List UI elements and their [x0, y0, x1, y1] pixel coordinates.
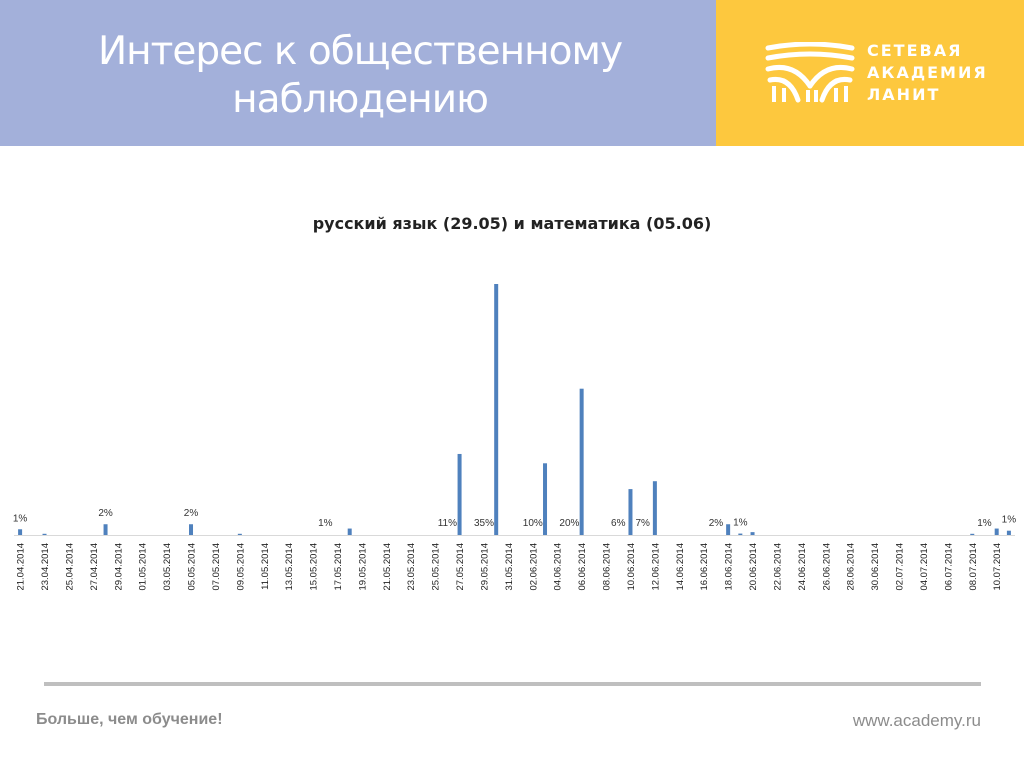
- x-tick-label-06.06.2014: 06.06.2014: [577, 543, 588, 591]
- x-tick-label-06.07.2014: 06.07.2014: [943, 543, 954, 591]
- x-tick-label-17.05.2014: 17.05.2014: [333, 543, 344, 591]
- x-tick-label-05.05.2014: 05.05.2014: [187, 543, 198, 591]
- logo-line-2: АКАДЕМИЯ: [867, 63, 988, 82]
- x-tick-label-21.04.2014: 21.04.2014: [16, 543, 27, 591]
- logo-line-1: СЕТЕВАЯ: [867, 41, 963, 60]
- x-tick-label-07.05.2014: 07.05.2014: [211, 543, 222, 591]
- bar-30.05.2014: [494, 284, 499, 535]
- x-tick-label-01.05.2014: 01.05.2014: [138, 543, 149, 591]
- slide-title-line-2: наблюдению: [232, 77, 489, 122]
- slide-header: Интерес к общественному наблюдению СЕТЕВ…: [0, 0, 1024, 146]
- footer-website-link[interactable]: www.academy.ru: [852, 711, 981, 730]
- x-tick-label-28.06.2014: 28.06.2014: [846, 543, 857, 591]
- x-tick-label-31.05.2014: 31.05.2014: [504, 543, 515, 591]
- x-tick-label-27.05.2014: 27.05.2014: [455, 543, 466, 591]
- x-tick-label-13.05.2014: 13.05.2014: [284, 543, 295, 591]
- x-tick-label-08.06.2014: 08.06.2014: [602, 543, 613, 591]
- x-tick-label-30.06.2014: 30.06.2014: [870, 543, 881, 591]
- footer-slogan: Больше, чем обучение!: [36, 711, 223, 728]
- data-label-11.07.2014: 1%: [1002, 515, 1017, 526]
- bar-10.07.2014: [994, 528, 999, 535]
- x-tick-label-14.06.2014: 14.06.2014: [675, 543, 686, 591]
- bar-09.05.2014: [237, 533, 242, 535]
- x-tick-label-25.04.2014: 25.04.2014: [64, 543, 75, 591]
- x-tick-label-10.07.2014: 10.07.2014: [992, 543, 1003, 591]
- x-tick-label-09.05.2014: 09.05.2014: [235, 543, 246, 591]
- data-label-17.06.2014: 2%: [709, 518, 724, 529]
- x-tick-label-11.05.2014: 11.05.2014: [260, 543, 271, 590]
- bar-11.07.2014: [1006, 530, 1011, 535]
- x-tick-label-25.05.2014: 25.05.2014: [431, 543, 442, 591]
- x-tick-label-10.06.2014: 10.06.2014: [626, 543, 637, 591]
- x-tick-label-21.05.2014: 21.05.2014: [382, 543, 393, 591]
- bar-05.05.2014: [189, 524, 194, 535]
- bar-08.07.2014: [970, 533, 975, 535]
- footer-divider: [44, 682, 981, 686]
- x-tick-label-15.05.2014: 15.05.2014: [309, 543, 320, 591]
- data-label-05.05.2014: 2%: [184, 508, 199, 519]
- data-label-05.06.2014: 20%: [559, 518, 579, 529]
- data-label-26.05.2014: 11%: [438, 518, 457, 529]
- x-tick-label-03.05.2014: 03.05.2014: [162, 543, 173, 591]
- data-label-02.06.2014: 10%: [523, 518, 543, 529]
- x-tick-label-29.04.2014: 29.04.2014: [113, 543, 124, 591]
- x-tick-label-27.04.2014: 27.04.2014: [89, 543, 100, 591]
- x-tick-label-02.07.2014: 02.07.2014: [895, 543, 906, 591]
- x-tick-label-29.05.2014: 29.05.2014: [479, 543, 490, 591]
- title-banner: Интерес к общественному наблюдению: [0, 0, 716, 146]
- logo-wordmark: СЕТЕВАЯ АКАДЕМИЯ ЛАНИТ: [867, 40, 988, 106]
- data-label-28.04.2014: 2%: [98, 508, 113, 519]
- x-tick-label-24.06.2014: 24.06.2014: [797, 543, 808, 591]
- bar-18.05.2014: [347, 528, 352, 535]
- data-label-21.04.2014: 1%: [13, 513, 28, 524]
- x-tick-label-16.06.2014: 16.06.2014: [699, 543, 710, 591]
- bar-03.06.2014: [543, 463, 548, 535]
- data-label-11.06.2014: 7%: [635, 518, 650, 529]
- bar-chart: 1% 2% 2% 1% 11% 35% 10% 20% 6% 7% 2% 1% 1% 1% 21.04.20…: [13, 284, 1017, 591]
- data-label-09.07.2014: 1%: [977, 518, 992, 529]
- bar-23.04.2014: [42, 533, 47, 535]
- x-tick-label-23.05.2014: 23.05.2014: [406, 543, 417, 591]
- x-tick-label-19.05.2014: 19.05.2014: [357, 543, 368, 591]
- chart-title: русский язык (29.05) и математика (05.06…: [312, 214, 712, 233]
- x-tick-label-26.06.2014: 26.06.2014: [821, 543, 832, 591]
- bar-28.04.2014: [103, 524, 108, 535]
- bar-18.06.2014: [726, 524, 731, 535]
- x-tick-label-20.06.2014: 20.06.2014: [748, 543, 759, 591]
- data-label-29.05.2014: 35%: [474, 518, 494, 529]
- bar-20.06.2014: [750, 532, 755, 535]
- x-tick-label-04.06.2014: 04.06.2014: [553, 543, 564, 591]
- bar-27.05.2014: [457, 453, 462, 535]
- x-tick-label-23.04.2014: 23.04.2014: [40, 543, 51, 591]
- x-tick-label-22.06.2014: 22.06.2014: [772, 543, 783, 591]
- slide-title: Интерес к общественному наблюдению: [40, 28, 680, 124]
- logo-line-3: ЛАНИТ: [867, 85, 941, 104]
- slide-title-line-1: Интерес к общественному: [97, 29, 623, 74]
- logo-banner: [716, 0, 1024, 146]
- bar-19.06.2014: [738, 533, 743, 535]
- bar-10.06.2014: [628, 489, 633, 535]
- x-tick-label-18.06.2014: 18.06.2014: [724, 543, 735, 591]
- x-tick-label-04.07.2014: 04.07.2014: [919, 543, 930, 591]
- x-tick-label-12.06.2014: 12.06.2014: [650, 543, 661, 591]
- x-tick-label-02.06.2014: 02.06.2014: [528, 543, 539, 591]
- x-tick-label-08.07.2014: 08.07.2014: [968, 543, 979, 591]
- data-label-19.06.2014: 1%: [733, 518, 748, 529]
- bar-21.04.2014: [18, 529, 23, 535]
- data-label-09.06.2014: 6%: [611, 518, 626, 529]
- bar-06.06.2014: [579, 388, 584, 535]
- bar-12.06.2014: [652, 481, 657, 535]
- data-label-16.05.2014: 1%: [318, 518, 333, 529]
- academy-logo-icon: [765, 42, 855, 103]
